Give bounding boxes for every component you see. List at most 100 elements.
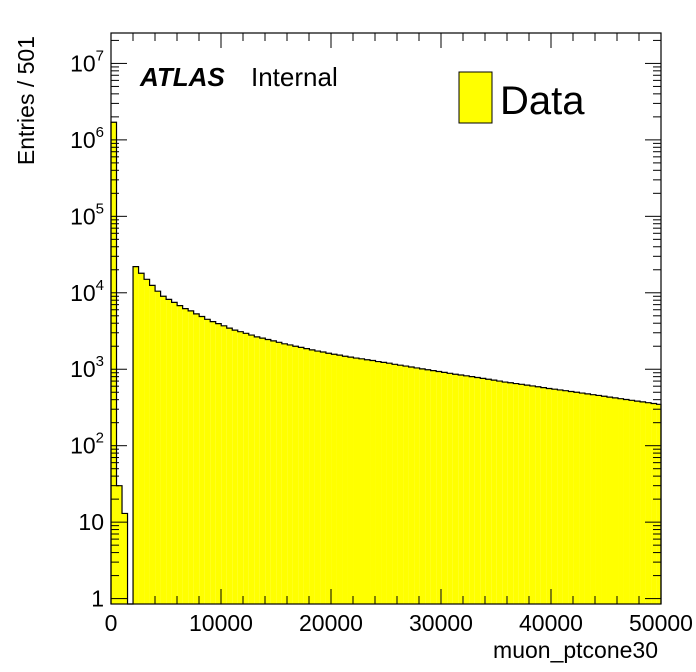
histogram-bar — [342, 356, 348, 604]
histogram-bar — [309, 349, 315, 604]
histogram-bar — [629, 400, 635, 604]
histogram-bar — [579, 393, 585, 604]
histogram-bar — [287, 344, 293, 604]
histogram-bar — [320, 352, 326, 604]
histogram-bar — [149, 285, 156, 604]
x-tick-label: 20000 — [299, 610, 363, 636]
histogram-bar — [447, 373, 453, 604]
histogram-bar — [392, 364, 398, 604]
histogram-bar — [204, 319, 211, 604]
y-tick-label: 104 — [70, 277, 104, 306]
histogram-bar — [133, 266, 139, 604]
histogram-bar — [502, 382, 508, 604]
histogram-bar — [573, 392, 580, 604]
histogram-bar — [303, 348, 310, 604]
histogram-bar — [612, 397, 619, 604]
histogram-bar — [314, 351, 321, 604]
x-tick-label: 50000 — [629, 610, 693, 636]
x-axis-title: muon_ptcone30 — [493, 637, 658, 663]
histogram-bar — [634, 401, 641, 604]
histogram-bar — [491, 380, 497, 604]
histogram-bar — [408, 366, 415, 604]
histogram-bar — [370, 360, 376, 604]
histogram-bar — [590, 394, 596, 604]
histogram-bar — [188, 310, 194, 604]
histogram-bar — [480, 378, 486, 604]
histogram-bar — [281, 343, 288, 604]
histogram-bar — [292, 346, 299, 604]
histogram-bar — [452, 374, 459, 604]
histogram-bar — [551, 389, 558, 604]
plot-frame — [110, 32, 662, 605]
histogram-bar — [601, 396, 607, 604]
histogram-bar — [557, 389, 563, 604]
histogram-bar — [375, 361, 382, 604]
histogram-bar — [640, 401, 646, 604]
histogram-bar — [469, 376, 475, 604]
histogram-bar — [358, 358, 365, 604]
histogram-bar — [386, 363, 393, 604]
histogram-bar — [436, 371, 442, 604]
histogram-bar — [210, 321, 216, 604]
legend-label: Data — [500, 79, 585, 123]
histogram-bar — [606, 397, 613, 604]
histogram-bar — [623, 399, 630, 604]
histogram-bar — [524, 385, 530, 604]
histogram-bar — [535, 386, 541, 604]
histogram-bar — [276, 342, 282, 604]
y-tick-label: 102 — [70, 430, 104, 459]
histogram-bar — [485, 379, 492, 604]
y-tick-label: 1 — [91, 586, 104, 612]
x-tick-label: 30000 — [409, 610, 473, 636]
histogram-bar — [397, 365, 404, 604]
y-tick-label: 107 — [70, 47, 104, 76]
histogram-bar — [199, 316, 205, 604]
histogram-bar — [171, 302, 178, 604]
histogram-bar — [656, 404, 661, 604]
histogram-bar — [325, 353, 332, 604]
histogram-bar — [513, 383, 519, 604]
histogram-bar — [138, 273, 145, 604]
x-tick-label: 10000 — [189, 610, 253, 636]
y-axis-ticks: 1 10 102 103 104 105 106 107 — [70, 39, 661, 612]
histogram-bar — [155, 291, 161, 604]
histogram-bar — [122, 513, 128, 604]
histogram-bar — [270, 340, 277, 604]
histogram-step-line — [110, 121, 662, 605]
histogram-bar — [540, 387, 547, 604]
histogram-bar — [353, 358, 359, 604]
histogram-bar — [546, 388, 552, 604]
x-axis-ticks: 0 10000 20000 30000 40000 50000 — [105, 33, 693, 636]
histogram-bar — [298, 347, 304, 604]
histogram-bar — [331, 354, 337, 604]
histogram-bar — [111, 122, 117, 604]
histogram-bar — [215, 323, 222, 604]
y-axis-title: Entries / 501 — [13, 36, 39, 165]
histogram-bar — [474, 377, 481, 604]
y-tick-label: 10 — [78, 509, 104, 535]
histogram-bar — [347, 357, 354, 604]
histogram-bar — [336, 355, 343, 604]
histogram-bar — [529, 385, 536, 604]
atlas-label: ATLAS — [139, 62, 225, 92]
histogram-bar — [403, 366, 409, 604]
histogram-bar — [562, 390, 569, 604]
histogram-bar — [414, 367, 420, 604]
y-tick-label: 105 — [70, 200, 104, 229]
histogram-bar — [177, 305, 183, 604]
histogram-bar — [463, 375, 470, 604]
histogram-bar — [265, 339, 271, 604]
histogram-bar — [237, 331, 244, 604]
y-tick-label: 106 — [70, 124, 104, 153]
histogram-bar — [182, 308, 189, 604]
internal-label: Internal — [251, 62, 338, 92]
legend-swatch — [458, 71, 493, 124]
histogram-bar — [651, 403, 657, 604]
histogram-bars — [111, 122, 661, 604]
x-tick-label: 0 — [105, 610, 118, 636]
histogram-bar — [425, 369, 431, 604]
histogram-bar — [381, 362, 387, 604]
histogram-bar — [645, 402, 652, 604]
histogram-bar — [364, 359, 371, 604]
